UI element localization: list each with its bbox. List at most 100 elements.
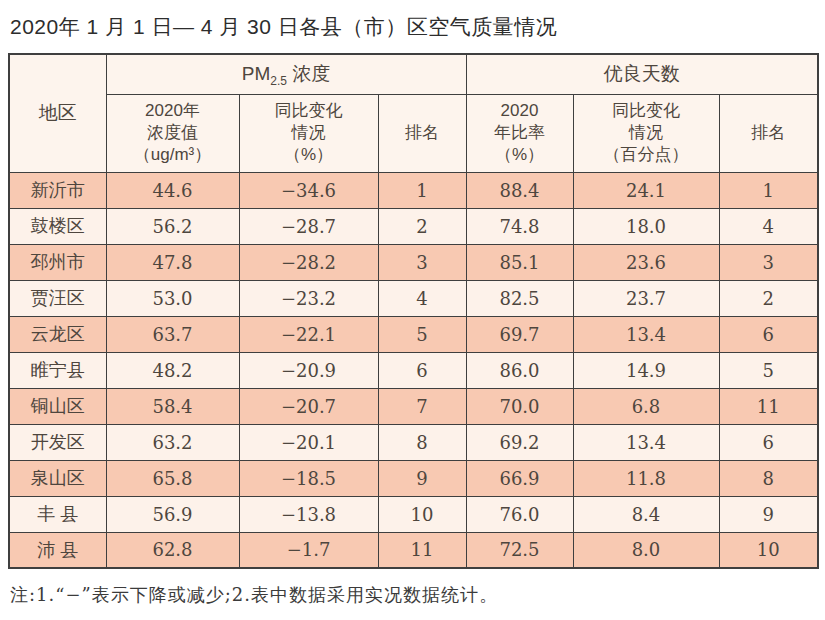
cell-days-ratio: 72.5: [466, 532, 573, 568]
cell-region: 丰 县: [9, 496, 106, 532]
col-header-pm-change: 同比变化 情况 （%）: [239, 94, 378, 172]
cell-days-change: 23.7: [573, 280, 719, 316]
cell-days-change: 8.0: [573, 532, 719, 568]
cell-days-ratio: 82.5: [466, 280, 573, 316]
cell-days-rank: 2: [719, 280, 818, 316]
cell-pm-value: 56.9: [106, 496, 239, 532]
cell-pm-rank: 7: [378, 388, 466, 424]
pm25-label-suffix: 浓度: [287, 63, 330, 84]
cell-pm-change: −20.1: [239, 424, 378, 460]
table-row: 丰 县 56.9 −13.8 10 76.0 8.4 9: [9, 496, 818, 532]
cell-days-change: 8.4: [573, 496, 719, 532]
header-sub-row: 2020年 浓度值 （ug/m³） 同比变化 情况 （%） 排名 2020 年比…: [9, 94, 818, 172]
table-row: 贾汪区 53.0 −23.2 4 82.5 23.7 2: [9, 280, 818, 316]
table-row: 沛 县 62.8 −1.7 11 72.5 8.0 10: [9, 532, 818, 568]
cell-region: 开发区: [9, 424, 106, 460]
cell-days-change: 6.8: [573, 388, 719, 424]
col-group-good-days: 优良天数: [466, 54, 818, 94]
cell-days-ratio: 66.9: [466, 460, 573, 496]
cell-pm-rank: 3: [378, 244, 466, 280]
cell-pm-change: −22.1: [239, 316, 378, 352]
cell-pm-rank: 2: [378, 208, 466, 244]
cell-pm-rank: 6: [378, 352, 466, 388]
cell-pm-rank: 10: [378, 496, 466, 532]
cell-days-ratio: 85.1: [466, 244, 573, 280]
header-group-row: 地区 PM2.5 浓度 优良天数: [9, 54, 818, 94]
cell-days-rank: 4: [719, 208, 818, 244]
table-row: 云龙区 63.7 −22.1 5 69.7 13.4 6: [9, 316, 818, 352]
cell-days-ratio: 69.7: [466, 316, 573, 352]
cell-pm-rank: 8: [378, 424, 466, 460]
cell-pm-change: −13.8: [239, 496, 378, 532]
cell-region: 鼓楼区: [9, 208, 106, 244]
cell-pm-change: −28.7: [239, 208, 378, 244]
table-body: 新沂市 44.6 −34.6 1 88.4 24.1 1 鼓楼区 56.2 −2…: [9, 172, 818, 568]
cell-days-change: 23.6: [573, 244, 719, 280]
page-title: 2020年 1 月 1 日— 4 月 30 日各县（市）区空气质量情况: [0, 0, 825, 53]
cell-days-ratio: 88.4: [466, 172, 573, 208]
cell-pm-change: −23.2: [239, 280, 378, 316]
cell-pm-value: 65.8: [106, 460, 239, 496]
cell-region: 邳州市: [9, 244, 106, 280]
cell-pm-rank: 11: [378, 532, 466, 568]
cell-region: 贾汪区: [9, 280, 106, 316]
pm25-label-prefix: PM: [242, 63, 271, 84]
table-header: 地区 PM2.5 浓度 优良天数 2020年 浓度值 （ug/m³） 同比变化 …: [9, 54, 818, 172]
cell-days-change: 24.1: [573, 172, 719, 208]
cell-days-rank: 6: [719, 424, 818, 460]
cell-days-rank: 10: [719, 532, 818, 568]
col-header-days-ratio: 2020 年比率 （%）: [466, 94, 573, 172]
cell-pm-value: 48.2: [106, 352, 239, 388]
cell-pm-rank: 9: [378, 460, 466, 496]
cell-days-change: 14.9: [573, 352, 719, 388]
cell-region: 睢宁县: [9, 352, 106, 388]
col-header-days-change: 同比变化 情况 （百分点）: [573, 94, 719, 172]
cell-days-ratio: 70.0: [466, 388, 573, 424]
cell-pm-value: 63.2: [106, 424, 239, 460]
cell-days-change: 13.4: [573, 316, 719, 352]
cell-pm-value: 56.2: [106, 208, 239, 244]
cell-days-rank: 11: [719, 388, 818, 424]
cell-region: 新沂市: [9, 172, 106, 208]
cell-pm-value: 44.6: [106, 172, 239, 208]
cell-days-rank: 3: [719, 244, 818, 280]
air-quality-table: 地区 PM2.5 浓度 优良天数 2020年 浓度值 （ug/m³） 同比变化 …: [8, 53, 819, 569]
col-header-pm-value: 2020年 浓度值 （ug/m³）: [106, 94, 239, 172]
cell-days-change: 13.4: [573, 424, 719, 460]
cell-days-ratio: 74.8: [466, 208, 573, 244]
cell-days-ratio: 69.2: [466, 424, 573, 460]
cell-region: 沛 县: [9, 532, 106, 568]
cell-region: 泉山区: [9, 460, 106, 496]
cell-region: 云龙区: [9, 316, 106, 352]
cell-days-rank: 9: [719, 496, 818, 532]
cell-region: 铜山区: [9, 388, 106, 424]
cell-days-rank: 5: [719, 352, 818, 388]
cell-days-rank: 1: [719, 172, 818, 208]
cell-days-ratio: 76.0: [466, 496, 573, 532]
cell-pm-value: 62.8: [106, 532, 239, 568]
cell-pm-value: 53.0: [106, 280, 239, 316]
cell-days-rank: 8: [719, 460, 818, 496]
cell-pm-rank: 5: [378, 316, 466, 352]
cell-pm-rank: 1: [378, 172, 466, 208]
cell-pm-value: 47.8: [106, 244, 239, 280]
table-row: 开发区 63.2 −20.1 8 69.2 13.4 6: [9, 424, 818, 460]
cell-days-change: 11.8: [573, 460, 719, 496]
cell-days-change: 18.0: [573, 208, 719, 244]
col-group-pm25: PM2.5 浓度: [106, 54, 466, 94]
footnote: 注:1.“−”表示下降或减少;2.表中数据采用实况数据统计。: [10, 583, 815, 607]
air-quality-report: 2020年 1 月 1 日— 4 月 30 日各县（市）区空气质量情况 地区 P…: [0, 0, 825, 620]
col-header-pm-rank: 排名: [378, 94, 466, 172]
cell-pm-value: 58.4: [106, 388, 239, 424]
table-row: 鼓楼区 56.2 −28.7 2 74.8 18.0 4: [9, 208, 818, 244]
pm25-label-subscript: 2.5: [270, 74, 287, 88]
cell-days-ratio: 86.0: [466, 352, 573, 388]
cell-pm-change: −20.9: [239, 352, 378, 388]
cell-pm-change: −1.7: [239, 532, 378, 568]
cell-pm-value: 63.7: [106, 316, 239, 352]
cell-pm-change: −28.2: [239, 244, 378, 280]
col-header-region: 地区: [9, 54, 106, 172]
cell-pm-rank: 4: [378, 280, 466, 316]
table-row: 睢宁县 48.2 −20.9 6 86.0 14.9 5: [9, 352, 818, 388]
table-row: 泉山区 65.8 −18.5 9 66.9 11.8 8: [9, 460, 818, 496]
